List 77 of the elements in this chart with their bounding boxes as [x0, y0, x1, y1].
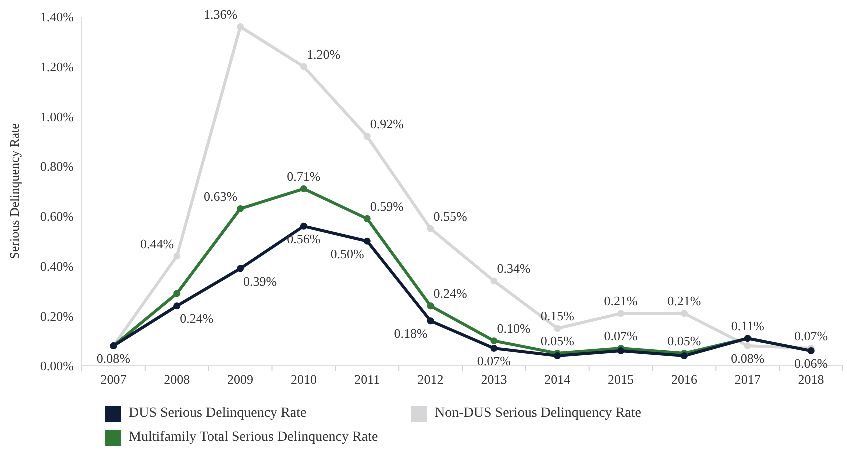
data-label: 0.63%	[204, 188, 238, 204]
point	[490, 338, 498, 345]
point	[364, 238, 371, 245]
data-label: 0.18%	[394, 326, 428, 342]
y-tick-label: 1.00%	[40, 109, 74, 124]
data-label: 0.07%	[477, 354, 512, 369]
y-tick-label: 1.20%	[40, 59, 74, 74]
x-tick-label: 2009	[228, 372, 254, 387]
point	[364, 215, 371, 222]
data-label: 0.21%	[668, 294, 702, 309]
y-tick-label: 0.00%	[40, 358, 74, 374]
point	[174, 252, 181, 260]
data-label: 0.71%	[287, 169, 321, 184]
point	[237, 23, 244, 30]
point	[427, 225, 434, 232]
x-tick-label: 2011	[354, 372, 380, 387]
point	[680, 310, 688, 318]
x-tick-label: 2015	[608, 372, 634, 387]
legend-label: DUS Serious Delinquency Rate	[129, 406, 307, 422]
point	[427, 318, 434, 325]
point	[174, 302, 181, 310]
x-tick-label: 2018	[798, 372, 824, 387]
data-label: 0.15%	[540, 308, 575, 324]
data-label: 0.56%	[287, 231, 321, 246]
x-tick-label: 2010	[290, 372, 317, 387]
data-label: 0.39%	[244, 274, 278, 289]
point	[490, 278, 498, 285]
data-label: 0.05%	[668, 334, 702, 349]
legend-label: Non-DUS Serious Delinquency Rate	[435, 406, 642, 422]
y-tick-label: 1.40%	[40, 10, 74, 25]
point	[618, 310, 625, 318]
point	[680, 352, 688, 360]
point	[300, 186, 308, 193]
x-tick-label: 2008	[164, 372, 190, 387]
data-label: 0.50%	[330, 246, 365, 262]
point	[554, 352, 562, 360]
point	[618, 348, 625, 355]
data-label: 0.92%	[370, 116, 404, 132]
data-label: 0.07%	[604, 328, 638, 344]
data-label: 0.08%	[731, 351, 765, 366]
point	[744, 342, 752, 350]
data-label: 0.44%	[140, 236, 174, 252]
data-label: 0.08%	[96, 351, 131, 366]
x-tick-label: 2016	[671, 372, 698, 387]
data-label: 0.11%	[731, 318, 765, 334]
x-tick-label: 2017	[734, 372, 762, 387]
point	[490, 345, 498, 352]
x-tick-label: 2014	[544, 372, 572, 387]
point	[364, 133, 371, 140]
legend-label: Multifamily Total Serious Delinquency Rate	[129, 430, 378, 446]
point	[554, 325, 562, 332]
data-label: 1.20%	[306, 46, 341, 62]
point	[237, 265, 244, 272]
point	[300, 63, 308, 70]
point	[237, 205, 244, 212]
y-axis-title: Serious Delinquency Rate	[6, 123, 22, 260]
data-label: 0.21%	[604, 294, 638, 309]
data-label: 0.24%	[434, 286, 468, 302]
data-label: 0.24%	[180, 311, 214, 326]
y-tick-label: 0.20%	[40, 308, 74, 324]
data-label: 0.59%	[370, 198, 404, 214]
data-label: 0.06%	[794, 356, 828, 372]
x-tick-label: 2013	[481, 372, 508, 387]
data-label: 0.10%	[497, 321, 531, 336]
y-tick-label: 0.40%	[40, 258, 74, 274]
point	[427, 302, 434, 310]
x-tick-label: 2007	[100, 372, 128, 387]
x-tick-label: 2012	[418, 372, 444, 387]
data-label: 0.05%	[540, 334, 575, 349]
y-tick-label: 0.60%	[40, 209, 74, 224]
y-tick-label: 0.80%	[40, 159, 74, 174]
data-label: 0.07%	[794, 328, 828, 344]
data-label: 0.55%	[434, 208, 468, 224]
data-label: 1.36%	[204, 6, 238, 22]
point	[174, 290, 181, 298]
data-label: 0.34%	[497, 261, 531, 276]
point	[300, 222, 308, 230]
